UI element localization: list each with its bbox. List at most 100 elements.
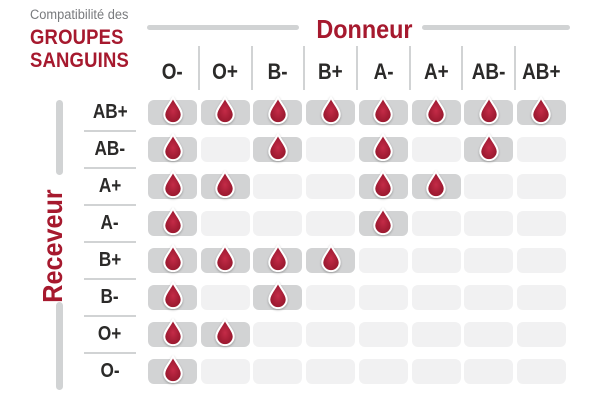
blood-drop-icon (162, 170, 184, 198)
blood-drop-icon (162, 96, 184, 124)
cell-AB--from-A+ (411, 136, 461, 162)
donor-axis-title: Donneur (304, 14, 424, 45)
cell-A--from-A+ (411, 210, 461, 236)
cell-B+-from-AB+ (516, 247, 566, 273)
blood-drop-icon (162, 207, 184, 235)
blood-drop-icon (162, 355, 184, 383)
donor-axis-title-text: Donneur (315, 14, 413, 44)
column-separator (303, 46, 306, 90)
cell-A+-from-AB- (464, 173, 514, 199)
recipient-row-label-text: A- (100, 212, 120, 234)
cell-A--from-O+ (200, 210, 250, 236)
cell-AB--from-B+ (306, 136, 356, 162)
column-separator (250, 46, 253, 90)
row-separator (84, 129, 136, 132)
row-separator (84, 240, 136, 243)
cell-B--from-O+ (200, 284, 250, 310)
column-separator (408, 46, 411, 90)
donor-col-label-text: O+ (212, 59, 239, 84)
blood-drop-icon (372, 133, 394, 161)
cell-O--from-B+ (306, 358, 356, 384)
donor-axis-bar-left (147, 25, 299, 30)
donor-col-label-B-: B- (253, 58, 302, 86)
recipient-axis-title: Receveur (37, 189, 69, 302)
donor-col-label-text: AB- (471, 59, 506, 84)
column-separator (356, 46, 358, 90)
donor-col-label-text: B+ (318, 59, 343, 84)
blood-drop-icon (267, 281, 289, 309)
cell-B+-from-AB- (464, 247, 514, 273)
blood-drop-icon (478, 96, 500, 124)
title-line-groupes-text: GROUPES (30, 25, 124, 49)
donor-col-label-text: AB+ (522, 59, 561, 84)
row-separator (84, 166, 136, 169)
recipient-axis-bar-top (56, 100, 63, 175)
row-separator (84, 277, 136, 280)
recipient-axis-bar-bottom (56, 302, 63, 390)
row-separator (84, 203, 136, 206)
title-subtitle-text: Compatibilité des (30, 7, 129, 22)
row-separator (84, 314, 136, 317)
recipient-row-label-AB+: AB+ (80, 98, 140, 126)
title-line-sanguins-text: SANGUINS (30, 47, 129, 72)
donor-col-label-text: A- (373, 59, 394, 84)
cell-AB--from-O+ (200, 136, 250, 162)
recipient-row-label-O+: O+ (80, 320, 140, 348)
title-subtitle: Compatibilité des (30, 7, 145, 23)
blood-drop-icon (162, 244, 184, 272)
blood-drop-icon (162, 133, 184, 161)
cell-O--from-O+ (200, 358, 250, 384)
blood-drop-icon (214, 318, 236, 346)
recipient-row-label-text: AB+ (92, 101, 128, 123)
blood-drop-icon (320, 96, 342, 124)
cell-A+-from-B+ (306, 173, 356, 199)
cell-A--from-B- (253, 210, 303, 236)
cell-B--from-A+ (411, 284, 461, 310)
cell-O+-from-B- (253, 321, 303, 347)
blood-drop-icon (425, 96, 447, 124)
cell-O+-from-A+ (411, 321, 461, 347)
cell-A--from-AB- (464, 210, 514, 236)
cell-B--from-B+ (306, 284, 356, 310)
cell-B+-from-A+ (411, 247, 461, 273)
row-separator (84, 351, 136, 354)
blood-drop-icon (320, 244, 342, 272)
column-separator (514, 46, 517, 90)
cell-A--from-B+ (306, 210, 356, 236)
recipient-row-label-A-: A- (80, 209, 140, 237)
blood-drop-icon (425, 170, 447, 198)
donor-col-label-B+: B+ (306, 58, 355, 86)
title-block: Compatibilité des GROUPES SANGUINS (30, 7, 145, 71)
recipient-row-label-B-: B- (80, 283, 140, 311)
blood-drop-icon (214, 96, 236, 124)
blood-drop-icon (214, 170, 236, 198)
donor-col-label-O-: O- (148, 58, 197, 86)
recipient-row-label-text: B- (100, 286, 120, 308)
recipient-row-label-B+: B+ (80, 246, 140, 274)
blood-drop-icon (372, 96, 394, 124)
blood-drop-icon (267, 133, 289, 161)
recipient-row-label-AB-: AB- (80, 135, 140, 163)
donor-col-label-AB-: AB- (464, 58, 513, 86)
blood-drop-icon (162, 281, 184, 309)
blood-drop-icon (372, 207, 394, 235)
cell-A+-from-B- (253, 173, 303, 199)
cell-O--from-AB+ (516, 358, 566, 384)
donor-col-label-text: O- (161, 59, 184, 84)
blood-drop-icon (267, 96, 289, 124)
cell-O+-from-AB+ (516, 321, 566, 347)
cell-B--from-AB+ (516, 284, 566, 310)
recipient-row-label-text: A+ (98, 175, 122, 197)
cell-B--from-AB- (464, 284, 514, 310)
cell-B+-from-A- (358, 247, 408, 273)
recipient-row-label-text: O+ (98, 323, 122, 345)
cell-O+-from-B+ (306, 321, 356, 347)
donor-col-label-text: B- (267, 59, 288, 84)
cell-AB--from-AB+ (516, 136, 566, 162)
column-separator (197, 46, 200, 90)
donor-axis-bar-right (422, 25, 570, 30)
blood-drop-icon (214, 244, 236, 272)
recipient-row-label-A+: A+ (80, 172, 140, 200)
blood-drop-icon (478, 133, 500, 161)
